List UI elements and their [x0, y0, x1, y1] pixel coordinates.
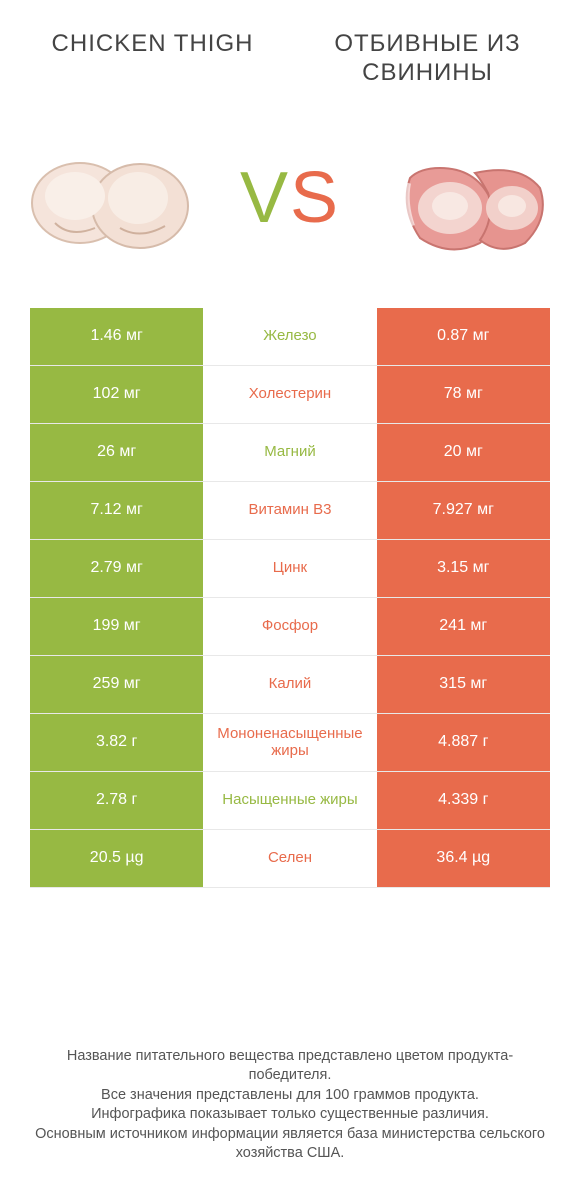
- table-row: 2.79 мгЦинк3.15 мг: [30, 540, 550, 598]
- table-row: 3.82 гМононенасыщенные жиры4.887 г: [30, 714, 550, 772]
- right-value: 3.15 мг: [377, 540, 550, 597]
- right-value: 315 мг: [377, 656, 550, 713]
- left-value: 2.78 г: [30, 772, 203, 829]
- right-value: 4.339 г: [377, 772, 550, 829]
- pork-chops-image: [380, 128, 560, 268]
- footer-line-3: Инфографика показывает только существенн…: [30, 1105, 550, 1125]
- left-value: 199 мг: [30, 598, 203, 655]
- header: CHICKEN THIGH ОТБИВНЫЕ ИЗ СВИНИНЫ: [0, 0, 580, 98]
- nutrient-label: Селен: [203, 830, 376, 887]
- table-row: 20.5 µgСелен36.4 µg: [30, 830, 550, 888]
- left-value: 26 мг: [30, 424, 203, 481]
- table-row: 7.12 мгВитамин B37.927 мг: [30, 482, 550, 540]
- table-row: 259 мгКалий315 мг: [30, 656, 550, 714]
- footer-line-2: Все значения представлены для 100 граммо…: [30, 1086, 550, 1106]
- right-title: ОТБИВНЫЕ ИЗ СВИНИНЫ: [315, 30, 540, 88]
- nutrient-label: Калий: [203, 656, 376, 713]
- vs-row: VS: [0, 98, 580, 308]
- footer: Название питательного вещества представл…: [0, 1047, 580, 1164]
- nutrient-label: Железо: [203, 308, 376, 365]
- nutrient-label: Витамин B3: [203, 482, 376, 539]
- vs-v: V: [240, 157, 290, 239]
- table-row: 1.46 мгЖелезо0.87 мг: [30, 308, 550, 366]
- left-value: 102 мг: [30, 366, 203, 423]
- right-value: 241 мг: [377, 598, 550, 655]
- header-right: ОТБИВНЫЕ ИЗ СВИНИНЫ: [315, 30, 540, 88]
- right-value: 78 мг: [377, 366, 550, 423]
- table-row: 2.78 гНасыщенные жиры4.339 г: [30, 772, 550, 830]
- left-value: 3.82 г: [30, 714, 203, 771]
- left-value: 2.79 мг: [30, 540, 203, 597]
- left-value: 259 мг: [30, 656, 203, 713]
- vs-label: VS: [240, 157, 340, 239]
- right-value: 4.887 г: [377, 714, 550, 771]
- table-row: 199 мгФосфор241 мг: [30, 598, 550, 656]
- nutrient-table: 1.46 мгЖелезо0.87 мг102 мгХолестерин78 м…: [30, 308, 550, 888]
- chicken-thigh-image: [20, 128, 200, 268]
- right-value: 20 мг: [377, 424, 550, 481]
- right-value: 0.87 мг: [377, 308, 550, 365]
- left-value: 20.5 µg: [30, 830, 203, 887]
- nutrient-label: Магний: [203, 424, 376, 481]
- footer-line-4: Основным источником информации является …: [30, 1125, 550, 1164]
- nutrient-label: Цинк: [203, 540, 376, 597]
- right-value: 36.4 µg: [377, 830, 550, 887]
- left-value: 7.12 мг: [30, 482, 203, 539]
- footer-line-1: Название питательного вещества представл…: [30, 1047, 550, 1086]
- nutrient-label: Насыщенные жиры: [203, 772, 376, 829]
- table-row: 102 мгХолестерин78 мг: [30, 366, 550, 424]
- nutrient-label: Холестерин: [203, 366, 376, 423]
- left-title: CHICKEN THIGH: [40, 30, 265, 59]
- right-value: 7.927 мг: [377, 482, 550, 539]
- header-left: CHICKEN THIGH: [40, 30, 265, 88]
- table-row: 26 мгМагний20 мг: [30, 424, 550, 482]
- nutrient-label: Фосфор: [203, 598, 376, 655]
- left-value: 1.46 мг: [30, 308, 203, 365]
- nutrient-label: Мононенасыщенные жиры: [203, 714, 376, 771]
- vs-s: S: [290, 157, 340, 239]
